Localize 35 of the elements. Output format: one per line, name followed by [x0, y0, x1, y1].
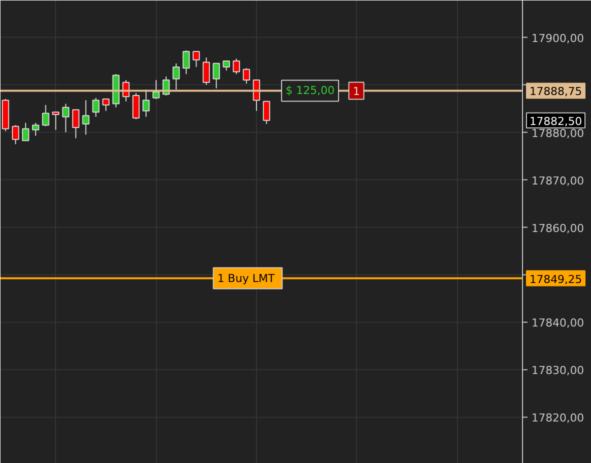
candlestick [212, 62, 220, 89]
candlestick [12, 124, 20, 145]
candlestick [82, 100, 90, 136]
candlestick [72, 109, 80, 139]
candlestick [102, 98, 110, 112]
candlestick [62, 103, 70, 133]
annotation: 1 Buy LMT [217, 272, 275, 285]
annotation: $ 125,00 [286, 84, 335, 98]
ref-line-label: 17888,75 [530, 85, 582, 98]
candlestick [202, 56, 210, 86]
candlestick [262, 100, 270, 124]
ref-line-label: 17849,25 [530, 272, 582, 286]
y-tick-label: 17860,00 [532, 222, 584, 235]
candlestick [192, 51, 200, 68]
candlestick [222, 60, 230, 72]
candlestick [42, 104, 50, 127]
candlestick [22, 122, 30, 142]
y-tick-label: 17900,00 [532, 32, 584, 45]
candlestick [182, 50, 190, 75]
candlestick [172, 62, 180, 90]
y-tick-label: 17840,00 [532, 316, 584, 330]
candlestick [152, 80, 160, 100]
candlestick [142, 89, 150, 118]
text: 17882,50 [530, 114, 582, 128]
candlestick [232, 58, 240, 75]
candlestick [132, 92, 140, 120]
y-tick-label: 17880,00 [532, 126, 584, 140]
candlestick [52, 112, 60, 130]
candlestick [92, 97, 100, 118]
y-tick-label: 17830,00 [532, 364, 584, 378]
annotation: 1 [352, 85, 360, 98]
y-tick-label: 17870,00 [532, 174, 584, 188]
candlestick [242, 68, 250, 84]
y-tick-label: 17820,00 [532, 412, 584, 425]
candlestick [32, 122, 40, 136]
